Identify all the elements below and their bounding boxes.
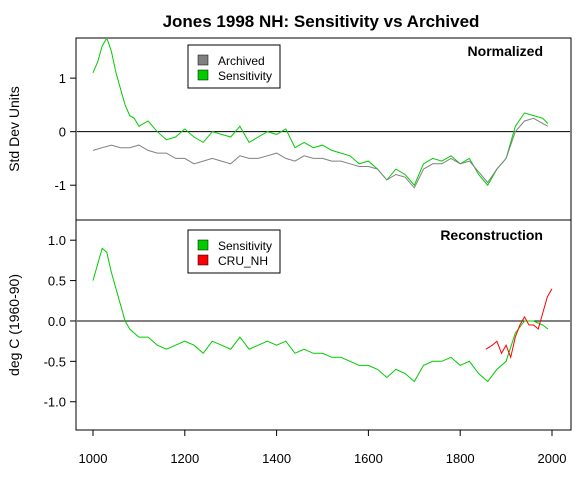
legend-swatch	[197, 239, 209, 251]
panel-frame	[75, 37, 572, 221]
plot-area	[77, 39, 570, 189]
legend: Sensitivity CRU_NH	[187, 229, 281, 274]
legend-swatch	[197, 54, 209, 66]
legend-swatch	[197, 254, 209, 266]
x-tick-label: 1400	[262, 451, 291, 466]
y-tick-label: -1	[54, 178, 66, 193]
legend-label: Archived	[218, 54, 265, 68]
y-tick-label: -0.5	[44, 354, 66, 369]
legend-swatch	[197, 69, 209, 81]
panel-label: Normalized	[468, 43, 543, 59]
legend-label: Sensitivity	[218, 69, 272, 83]
y-tick-label: 0.5	[48, 274, 66, 289]
y-axis-label: Std Dev Units	[6, 86, 22, 172]
panel-reconstruction: 1.0 0.5 0.0 -0.5 -1.0 deg C (1960-90) Recons…	[6, 219, 572, 431]
plot-area	[77, 247, 570, 383]
x-tick-label: 1000	[79, 451, 108, 466]
y-axis: 1 0 -1	[54, 71, 76, 193]
series-line-sensitivity	[92, 247, 549, 383]
legend: Archived Sensitivity	[187, 44, 281, 89]
x-tick-label: 1800	[446, 451, 475, 466]
y-axis-label: deg C (1960-90)	[6, 274, 22, 376]
x-tick-label: 1600	[354, 451, 383, 466]
x-axis: 1000 1200 1400 1600 1800 2000	[79, 430, 567, 466]
y-tick-label: 1	[59, 71, 66, 86]
y-tick-label: 0	[59, 125, 66, 140]
y-axis: 1.0 0.5 0.0 -0.5 -1.0	[44, 233, 76, 410]
legend-label: Sensitivity	[218, 239, 272, 253]
legend-label: CRU_NH	[218, 254, 268, 268]
legend-box	[187, 44, 281, 89]
panel-frame	[75, 219, 572, 431]
y-tick-label: 0.0	[48, 314, 66, 329]
x-tick-label: 1200	[170, 451, 199, 466]
x-tick-label: 2000	[538, 451, 567, 466]
y-tick-label: 1.0	[48, 233, 66, 248]
series-line-archived	[92, 117, 549, 189]
series-line-cru-nh	[485, 288, 553, 360]
y-tick-label: -1.0	[44, 395, 66, 410]
panel-normalized: 1 0 -1 Std Dev Units Normalized Archived S…	[6, 37, 572, 221]
chart-title: Jones 1998 NH: Sensitivity vs Archived	[163, 12, 480, 31]
panel-label: Reconstruction	[440, 227, 543, 243]
legend-box	[187, 229, 281, 274]
series-line-sensitivity	[92, 39, 549, 187]
